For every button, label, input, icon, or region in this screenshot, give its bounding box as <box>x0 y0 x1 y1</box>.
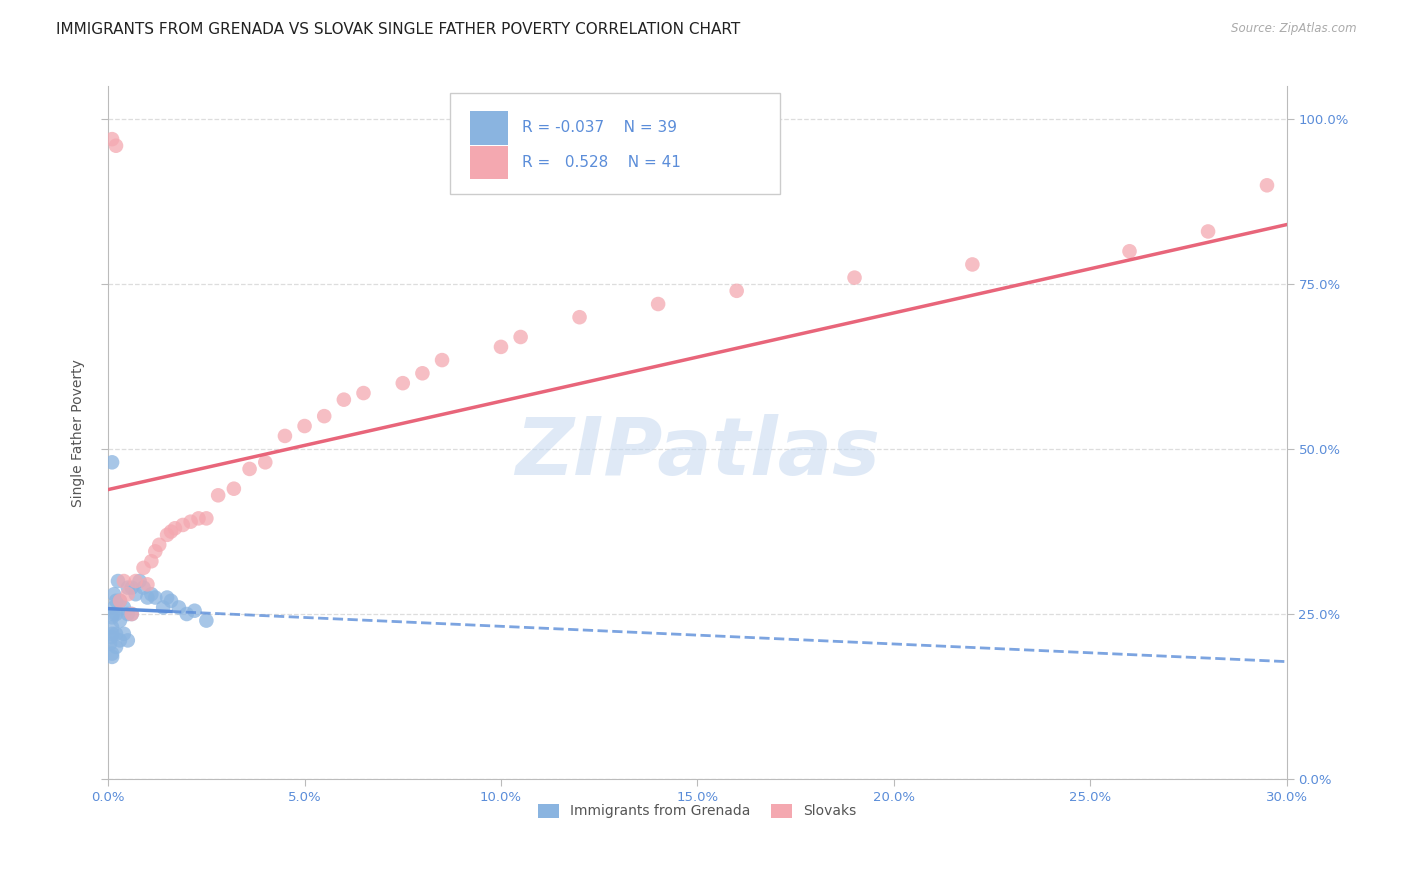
Point <box>333 392 356 407</box>
Point <box>103 600 125 615</box>
Point <box>391 376 413 391</box>
Point <box>725 284 748 298</box>
Point <box>176 607 198 621</box>
Point <box>172 518 194 533</box>
Point <box>141 587 163 601</box>
Point <box>160 594 183 608</box>
Text: R =   0.528    N = 41: R = 0.528 N = 41 <box>522 155 681 170</box>
Point <box>136 591 159 605</box>
Point <box>101 132 124 146</box>
FancyBboxPatch shape <box>450 94 780 194</box>
Point <box>105 138 128 153</box>
Point <box>143 591 166 605</box>
Y-axis label: Single Father Poverty: Single Father Poverty <box>72 359 86 507</box>
Point <box>509 330 531 344</box>
Point <box>187 511 209 525</box>
Text: IMMIGRANTS FROM GRENADA VS SLOVAK SINGLE FATHER POVERTY CORRELATION CHART: IMMIGRANTS FROM GRENADA VS SLOVAK SINGLE… <box>56 22 741 37</box>
Point <box>108 594 131 608</box>
Legend: Immigrants from Grenada, Slovaks: Immigrants from Grenada, Slovaks <box>533 798 862 824</box>
Point <box>101 627 124 641</box>
Point <box>112 574 135 588</box>
Point <box>117 607 139 621</box>
Point <box>180 515 202 529</box>
Point <box>294 419 316 434</box>
Point <box>195 614 218 628</box>
Point <box>121 581 143 595</box>
Point <box>132 581 155 595</box>
Point <box>105 607 128 621</box>
Point <box>108 633 131 648</box>
Point <box>112 627 135 641</box>
Point <box>143 544 166 558</box>
Point <box>105 594 128 608</box>
Point <box>132 561 155 575</box>
Point <box>568 310 591 325</box>
Point <box>163 521 186 535</box>
Point <box>101 610 124 624</box>
Point <box>207 488 229 502</box>
Text: R = -0.037    N = 39: R = -0.037 N = 39 <box>522 120 676 136</box>
Point <box>103 587 125 601</box>
Point <box>121 607 143 621</box>
Point <box>100 630 122 644</box>
Point <box>353 386 375 401</box>
Point <box>647 297 669 311</box>
Point <box>148 538 170 552</box>
Point <box>105 627 128 641</box>
Point <box>101 649 124 664</box>
Text: Source: ZipAtlas.com: Source: ZipAtlas.com <box>1232 22 1357 36</box>
Point <box>156 528 179 542</box>
Point <box>128 574 150 588</box>
Point <box>124 574 146 588</box>
Point <box>844 270 866 285</box>
Point <box>411 366 433 380</box>
Point <box>108 594 131 608</box>
Point <box>274 429 297 443</box>
FancyBboxPatch shape <box>470 112 508 145</box>
Point <box>156 591 179 605</box>
Point <box>195 511 218 525</box>
Point <box>117 581 139 595</box>
Point <box>152 600 174 615</box>
FancyBboxPatch shape <box>470 146 508 179</box>
Point <box>254 455 277 469</box>
Point <box>117 633 139 648</box>
Point <box>101 620 124 634</box>
Point <box>101 647 124 661</box>
Text: ZIPatlas: ZIPatlas <box>515 415 880 492</box>
Point <box>314 409 336 424</box>
Point <box>430 353 453 368</box>
Point <box>121 607 143 621</box>
Point <box>962 257 984 271</box>
Point <box>160 524 183 539</box>
Point <box>489 340 512 354</box>
Point <box>117 587 139 601</box>
Point <box>183 604 205 618</box>
Point <box>167 600 190 615</box>
Point <box>98 637 121 651</box>
Point <box>136 577 159 591</box>
Point <box>1256 178 1278 193</box>
Point <box>222 482 245 496</box>
Point <box>107 574 129 588</box>
Point <box>101 607 124 621</box>
Point <box>112 600 135 615</box>
Point <box>124 587 146 601</box>
Point <box>1197 224 1219 238</box>
Point <box>101 455 124 469</box>
Point <box>141 554 163 568</box>
Point <box>105 640 128 654</box>
Point <box>108 614 131 628</box>
Point <box>1118 244 1140 259</box>
Point <box>239 462 262 476</box>
